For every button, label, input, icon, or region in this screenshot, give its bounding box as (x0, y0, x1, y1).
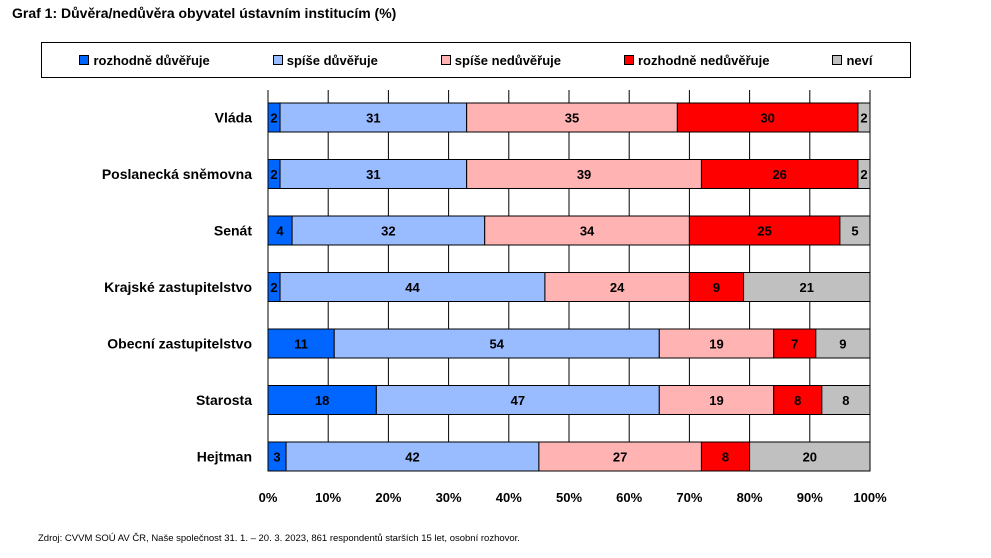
legend-item: rozhodně nedůvěřuje (624, 53, 769, 68)
x-tick-label: 40% (496, 490, 522, 505)
bar-segment (267, 328, 335, 359)
bar-segment (658, 328, 775, 359)
bar-segment (821, 385, 871, 415)
legend-swatch (624, 55, 634, 65)
data-label: 2 (860, 167, 867, 182)
data-label: 3 (273, 450, 280, 465)
data-label: 19 (709, 337, 723, 352)
data-label: 32 (381, 224, 395, 239)
bar-segment (285, 441, 540, 472)
legend-label: spíše nedůvěřuje (454, 52, 562, 68)
chart-title: Graf 1: Důvěra/nedůvěra obyvatel ústavní… (12, 5, 397, 21)
data-label: 26 (772, 167, 786, 182)
data-label: 2 (860, 111, 867, 126)
bar-segment (267, 385, 377, 415)
legend-label: spíše důvěřuje (286, 52, 378, 68)
x-tick-label: 60% (616, 490, 642, 505)
bar-segment (375, 385, 660, 415)
legend-swatch (79, 55, 90, 65)
legend-swatch (440, 55, 451, 65)
data-label: 25 (757, 224, 771, 239)
category-label: Krajské zastupitelstvo (104, 279, 252, 295)
legend-label: rozhodně nedůvěřuje (638, 52, 770, 68)
bar-segment (279, 159, 468, 189)
data-label: 47 (511, 393, 525, 408)
x-tick-label: 80% (737, 490, 763, 505)
legend-item: spíše důvěřuje (272, 52, 378, 68)
bar-segment (484, 215, 690, 246)
data-label: 4 (276, 224, 284, 239)
bar-segment (658, 385, 775, 415)
legend-swatch (272, 55, 283, 65)
bar-segment (466, 159, 702, 189)
data-label: 8 (794, 393, 801, 408)
category-label: Senát (214, 223, 252, 239)
data-label: 44 (405, 280, 420, 295)
bar-segment (688, 272, 745, 302)
data-label: 5 (851, 224, 858, 239)
x-tick-label: 90% (797, 490, 823, 505)
legend-item: rozhodně důvěřuje (79, 52, 210, 68)
data-label: 9 (713, 280, 720, 295)
data-label: 54 (490, 337, 505, 352)
bar-segment (857, 159, 871, 189)
data-label: 20 (803, 450, 817, 465)
x-tick-label: 70% (676, 490, 702, 505)
x-tick-label: 0% (259, 490, 278, 505)
category-label: Starosta (196, 392, 252, 408)
bar-segment (700, 159, 859, 189)
data-label: 2 (270, 111, 277, 126)
category-label: Obecní zastupitelstvo (107, 336, 252, 352)
bar-segment (815, 328, 871, 359)
x-tick-label: 100% (853, 490, 887, 505)
data-label: 24 (610, 280, 625, 295)
data-label: 27 (613, 450, 627, 465)
data-label: 2 (270, 280, 277, 295)
data-label: 31 (366, 167, 380, 182)
data-label: 11 (294, 337, 308, 352)
data-label: 8 (842, 393, 849, 408)
legend: rozhodně důvěřuje spíše důvěřuje spíše ned… (41, 42, 911, 78)
data-label: 34 (580, 224, 595, 239)
bar-segment (544, 272, 690, 302)
category-label: Vláda (215, 110, 253, 126)
data-label: 31 (366, 111, 380, 126)
bar-segment (743, 272, 871, 302)
bar-segment (773, 328, 817, 359)
bar-segment (676, 102, 859, 133)
data-label: 42 (405, 450, 419, 465)
bar-segment (749, 441, 871, 472)
data-label: 7 (791, 337, 798, 352)
data-label: 35 (565, 111, 579, 126)
data-label: 19 (709, 393, 723, 408)
bar-segment (267, 215, 293, 246)
x-tick-label: 20% (375, 490, 401, 505)
bar-segment (839, 215, 871, 246)
legend-label: rozhodně důvěřuje (93, 52, 210, 68)
category-label: Hejtman (197, 449, 252, 465)
x-tick-label: 50% (556, 490, 582, 505)
legend-item: spíše nedůvěřuje (440, 52, 562, 68)
bar-segment (773, 385, 823, 415)
bar-segment (857, 102, 871, 133)
legend-item: neví (832, 53, 872, 68)
data-label: 18 (315, 393, 329, 408)
bar-segment (291, 215, 486, 246)
legend-swatch (832, 55, 843, 65)
data-label: 39 (577, 167, 591, 182)
bar-segment (466, 102, 678, 133)
data-label: 8 (722, 450, 729, 465)
category-label: Poslanecká sněmovna (102, 166, 252, 182)
data-label: 30 (760, 111, 774, 126)
data-label: 21 (800, 280, 814, 295)
legend-label: neví (846, 52, 873, 68)
source-note: Zdroj: CVVM SOÚ AV ČR, Naše společnost 3… (38, 533, 520, 544)
data-label: 9 (839, 337, 846, 352)
bar-segment (279, 272, 546, 302)
bar-segment (279, 102, 468, 133)
data-label: 2 (270, 167, 277, 182)
x-tick-label: 10% (315, 490, 341, 505)
x-tick-label: 30% (436, 490, 462, 505)
